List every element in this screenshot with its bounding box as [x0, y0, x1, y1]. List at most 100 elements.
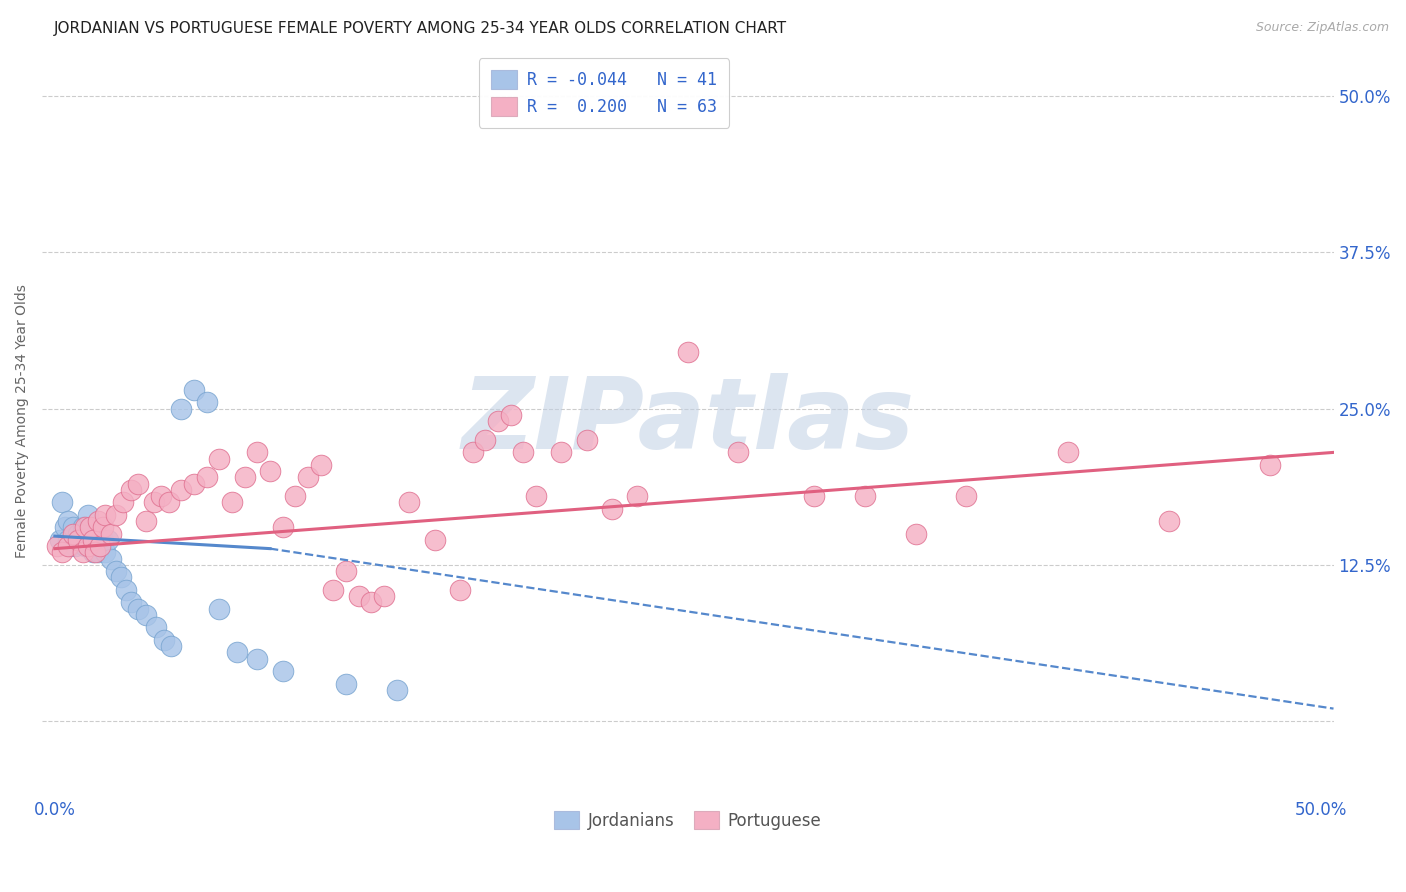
Point	[208, 601, 231, 615]
Point	[79, 539, 101, 553]
Point	[100, 551, 122, 566]
Point	[59, 539, 82, 553]
Y-axis label: Female Poverty Among 25-34 Year Olds: Female Poverty Among 25-34 Year Olds	[15, 285, 30, 558]
Point	[82, 533, 104, 547]
Point	[626, 489, 648, 503]
Point	[461, 445, 484, 459]
Point	[79, 520, 101, 534]
Point	[51, 545, 73, 559]
Point	[56, 533, 79, 547]
Point	[246, 651, 269, 665]
Point	[87, 514, 110, 528]
Point	[347, 589, 370, 603]
Point	[803, 489, 825, 503]
Legend: Jordanians, Portuguese: Jordanians, Portuguese	[547, 805, 828, 837]
Point	[955, 489, 977, 503]
Point	[183, 476, 205, 491]
Point	[89, 539, 111, 553]
Point	[135, 607, 157, 622]
Text: Source: ZipAtlas.com: Source: ZipAtlas.com	[1256, 21, 1389, 35]
Point	[575, 433, 598, 447]
Point	[66, 526, 89, 541]
Point	[284, 489, 307, 503]
Point	[150, 489, 173, 503]
Point	[82, 533, 104, 547]
Point	[104, 508, 127, 522]
Point	[226, 645, 249, 659]
Point	[1056, 445, 1078, 459]
Point	[72, 520, 94, 534]
Point	[676, 345, 699, 359]
Point	[94, 545, 117, 559]
Point	[145, 620, 167, 634]
Point	[271, 664, 294, 678]
Point	[208, 451, 231, 466]
Point	[84, 545, 107, 559]
Point	[63, 539, 86, 553]
Point	[1157, 514, 1180, 528]
Point	[56, 539, 79, 553]
Point	[46, 539, 69, 553]
Point	[51, 495, 73, 509]
Point	[474, 433, 496, 447]
Point	[524, 489, 547, 503]
Point	[423, 533, 446, 547]
Point	[486, 414, 509, 428]
Point	[398, 495, 420, 509]
Point	[56, 514, 79, 528]
Point	[170, 483, 193, 497]
Point	[853, 489, 876, 503]
Point	[373, 589, 395, 603]
Point	[76, 539, 98, 553]
Point	[94, 508, 117, 522]
Point	[97, 533, 120, 547]
Point	[69, 533, 91, 547]
Point	[600, 501, 623, 516]
Point	[120, 595, 142, 609]
Point	[82, 545, 104, 559]
Point	[727, 445, 749, 459]
Point	[127, 601, 149, 615]
Point	[309, 458, 332, 472]
Point	[221, 495, 243, 509]
Point	[335, 564, 357, 578]
Point	[127, 476, 149, 491]
Point	[62, 526, 84, 541]
Point	[66, 533, 89, 547]
Point	[271, 520, 294, 534]
Point	[297, 470, 319, 484]
Point	[142, 495, 165, 509]
Point	[76, 508, 98, 522]
Point	[449, 582, 471, 597]
Point	[49, 533, 72, 547]
Point	[91, 533, 114, 547]
Point	[104, 564, 127, 578]
Point	[170, 401, 193, 416]
Point	[53, 520, 76, 534]
Point	[385, 682, 408, 697]
Point	[110, 570, 132, 584]
Point	[157, 495, 180, 509]
Point	[75, 539, 97, 553]
Point	[360, 595, 382, 609]
Point	[322, 582, 344, 597]
Point	[114, 582, 136, 597]
Point	[62, 520, 84, 534]
Point	[100, 526, 122, 541]
Point	[75, 520, 97, 534]
Text: ZIPatlas: ZIPatlas	[461, 373, 914, 470]
Point	[246, 445, 269, 459]
Point	[183, 383, 205, 397]
Point	[335, 676, 357, 690]
Point	[135, 514, 157, 528]
Point	[87, 545, 110, 559]
Point	[195, 395, 218, 409]
Text: JORDANIAN VS PORTUGUESE FEMALE POVERTY AMONG 25-34 YEAR OLDS CORRELATION CHART: JORDANIAN VS PORTUGUESE FEMALE POVERTY A…	[53, 21, 786, 37]
Point	[112, 495, 135, 509]
Point	[904, 526, 927, 541]
Point	[1258, 458, 1281, 472]
Point	[72, 545, 94, 559]
Point	[259, 464, 281, 478]
Point	[550, 445, 572, 459]
Point	[233, 470, 256, 484]
